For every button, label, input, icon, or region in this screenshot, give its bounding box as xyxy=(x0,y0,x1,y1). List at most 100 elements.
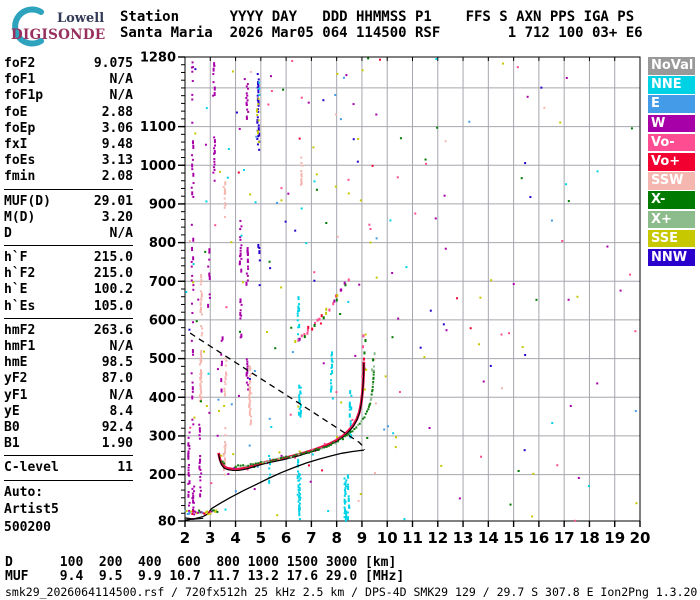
echo-dot xyxy=(323,442,326,445)
echo-dot xyxy=(444,140,447,143)
echo-dot xyxy=(297,338,300,342)
echo-dot xyxy=(191,386,194,391)
echo-dot xyxy=(330,357,333,362)
echo-dot xyxy=(224,364,227,367)
echo-dot xyxy=(316,318,319,322)
echo-dot xyxy=(257,110,260,113)
echo-dot xyxy=(233,467,236,470)
echo-dot xyxy=(225,359,228,362)
echo-dot xyxy=(524,162,527,165)
echo-dot xyxy=(224,508,227,511)
echo-dot xyxy=(245,272,248,275)
echo-dot xyxy=(299,492,302,495)
echo-dot xyxy=(240,333,243,338)
echo-dot xyxy=(559,121,562,124)
echo-dot xyxy=(213,62,216,67)
echo-dot xyxy=(246,108,249,111)
echo-dot xyxy=(297,491,300,494)
x-tick-label: 5 xyxy=(256,529,266,547)
echo-dot xyxy=(330,366,333,369)
echo-dot xyxy=(550,219,553,222)
echo-dot xyxy=(199,489,202,492)
echo-dot xyxy=(375,237,378,240)
echo-dot xyxy=(204,250,207,253)
x-tick-label: 19 xyxy=(604,529,625,547)
echo-dot xyxy=(191,61,194,64)
echo-dot xyxy=(587,485,590,488)
echo-dot xyxy=(362,357,365,361)
echo-dot xyxy=(339,118,342,121)
echo-dot xyxy=(223,387,226,390)
param-value: 3.06 xyxy=(101,120,133,136)
decor xyxy=(12,6,44,47)
echo-dot xyxy=(192,256,195,261)
echo-dot xyxy=(634,330,637,333)
echo-dot xyxy=(199,382,202,387)
echo-dot xyxy=(202,350,205,353)
echo-dot xyxy=(258,284,261,287)
echo-dot xyxy=(344,491,347,493)
param-label: foF1p xyxy=(4,88,44,104)
echo-dot xyxy=(367,408,370,411)
echo-dot xyxy=(350,406,353,411)
echo-dot xyxy=(363,416,366,419)
echo-dot xyxy=(267,103,270,106)
echo-dot xyxy=(329,443,332,446)
echo-dot xyxy=(297,326,300,329)
echo-dot xyxy=(392,432,395,435)
echo-dot xyxy=(379,58,382,61)
echo-dot xyxy=(184,509,187,512)
echo-dot xyxy=(245,281,248,286)
echo-dot xyxy=(372,371,375,374)
echo-dot xyxy=(280,199,283,202)
param-label: hmE xyxy=(4,355,28,371)
echo-dot xyxy=(373,352,376,356)
param-value: 11 xyxy=(117,460,133,476)
echo-dot xyxy=(223,197,226,200)
echo-dot xyxy=(347,300,350,303)
echo-dot xyxy=(226,176,229,179)
echo-dot xyxy=(200,390,203,393)
echo-dot xyxy=(257,243,260,248)
param-row-mufd: MUF(D) 29.01 xyxy=(4,194,133,210)
echo-dot xyxy=(391,336,394,339)
echo-dot xyxy=(188,501,191,504)
es-black-line xyxy=(184,517,204,520)
echo-dot xyxy=(282,456,285,459)
echo-dot xyxy=(208,276,211,281)
panel-divider xyxy=(4,479,133,481)
echo-dot xyxy=(300,178,303,183)
param-row-fof2: foF2 9.075 xyxy=(4,56,133,72)
echo-dot xyxy=(191,274,194,277)
echo-dot xyxy=(299,498,302,501)
echo-dot xyxy=(349,390,352,395)
echo-dot xyxy=(195,320,198,323)
echo-dot xyxy=(298,398,301,403)
echo-dot xyxy=(201,327,204,330)
param-row-he: h`E 100.2 xyxy=(4,282,133,298)
echo-dot xyxy=(344,487,347,490)
echo-dot xyxy=(298,384,301,389)
legend-item-noval: NoVal xyxy=(648,57,695,75)
echo-dot xyxy=(187,463,190,466)
echo-dot xyxy=(246,369,249,374)
echo-dot xyxy=(358,422,361,425)
echo-dot xyxy=(190,372,193,375)
echo-dot xyxy=(206,510,209,513)
echo-dot xyxy=(199,386,202,389)
echo-dot xyxy=(245,92,248,95)
param-value: 9.48 xyxy=(101,136,133,152)
echo-dot xyxy=(298,479,301,482)
echo-dot xyxy=(238,260,241,265)
echo-dot xyxy=(246,258,249,263)
echo-dot xyxy=(313,180,316,183)
echo-dot xyxy=(187,466,190,469)
echo-dot xyxy=(345,479,348,482)
y-tick-label: 900 xyxy=(149,197,176,212)
echo-dot xyxy=(200,355,203,358)
param-value: 263.6 xyxy=(93,322,133,338)
echo-dot xyxy=(297,472,300,475)
param-value: N/A xyxy=(109,72,133,88)
echo-dot xyxy=(204,143,207,146)
